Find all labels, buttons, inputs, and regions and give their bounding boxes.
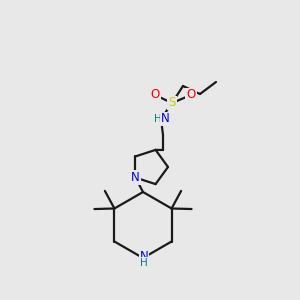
Text: O: O (186, 88, 196, 101)
Text: H: H (154, 114, 162, 124)
Text: H: H (140, 258, 148, 268)
Text: S: S (168, 97, 176, 110)
Text: N: N (160, 112, 169, 125)
Text: O: O (150, 88, 160, 101)
Text: N: N (131, 171, 140, 184)
Text: N: N (140, 250, 148, 262)
